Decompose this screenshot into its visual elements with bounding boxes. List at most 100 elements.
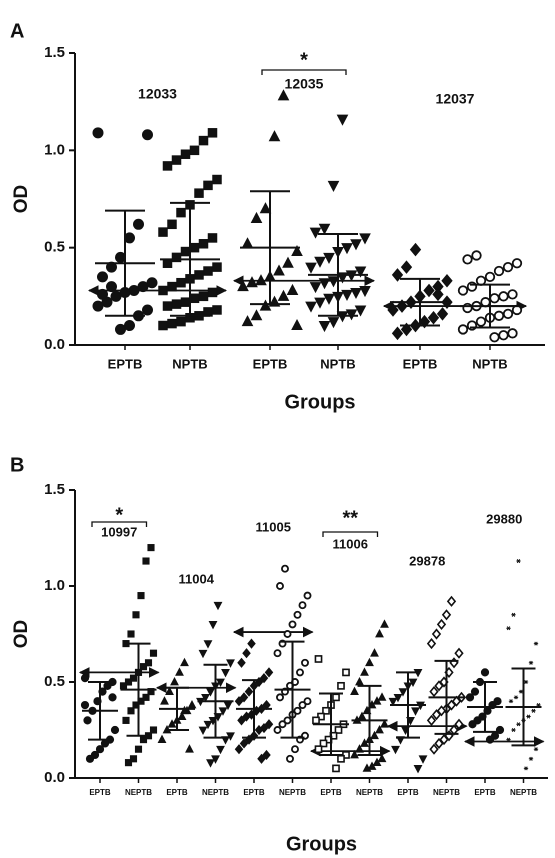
point [175,667,184,676]
point [144,659,153,667]
significance-label: * [300,49,308,71]
point [341,289,353,301]
point [367,761,377,770]
point [489,332,500,343]
point [198,291,209,302]
point [513,695,519,700]
point [370,730,379,740]
point [165,686,174,695]
x-tick-label: NEPTB [279,788,306,797]
point [83,716,92,725]
group-label: 29880 [486,511,522,526]
point [255,274,267,286]
x-tick-label: NEPTB [433,788,460,797]
point [149,726,158,734]
point [465,693,475,702]
point [418,755,428,764]
point [92,300,104,312]
point [133,218,144,230]
point [502,308,514,320]
point [162,161,173,171]
point [429,686,439,698]
point [194,188,204,198]
point [314,297,326,309]
point [278,720,287,729]
point [147,688,155,696]
point [124,678,133,686]
point [273,649,282,658]
point [198,135,209,146]
point [516,722,521,727]
point [516,559,521,564]
point [528,660,534,665]
y-tick-label: 1.5 [44,44,65,61]
point [264,719,274,730]
point [423,283,435,298]
point [426,638,437,650]
point [129,674,138,682]
point [134,745,143,753]
point [303,697,312,706]
point [127,630,135,638]
point [242,648,251,659]
point [332,693,340,702]
group-label: 11006 [333,536,368,551]
point [377,753,387,763]
point [92,127,104,139]
point [337,754,345,763]
point [454,647,464,659]
point [129,755,138,763]
point [203,720,213,730]
point [180,297,191,307]
point [176,277,186,288]
point [431,628,442,640]
point [180,657,189,667]
point [314,655,323,663]
point [239,738,249,749]
point [234,696,244,707]
point [264,667,274,678]
point [212,305,222,315]
point [277,89,290,101]
point [449,657,459,669]
x-tick-label: EPTB [89,788,111,797]
point [170,676,179,686]
point [213,601,223,611]
panel-label: A [10,20,24,42]
significance-label: * [115,504,123,526]
point [411,707,420,716]
x-tick-label: NPTB [172,356,207,371]
point [296,668,304,677]
point [176,316,186,327]
point [85,754,95,763]
point [511,258,523,269]
point [206,759,215,768]
point [167,281,177,292]
point [345,309,358,321]
point [314,256,326,268]
y-tick-label: 0.5 [44,673,65,690]
point [176,207,186,218]
point [495,725,505,735]
point [194,270,204,280]
x-tick-label: EPTB [253,356,288,371]
point [354,305,367,317]
point [434,737,444,750]
point [206,688,215,697]
point [498,330,509,341]
point [318,278,331,290]
x-tick-label: EPTB [320,788,342,797]
point [244,686,254,697]
point [293,706,302,715]
point [281,564,289,573]
point [327,180,340,192]
point [360,738,369,747]
point [507,328,518,339]
point [254,724,264,736]
point [426,714,437,726]
point [498,291,509,302]
point [413,765,423,774]
point [80,674,90,683]
point [122,716,130,724]
point [277,289,290,301]
